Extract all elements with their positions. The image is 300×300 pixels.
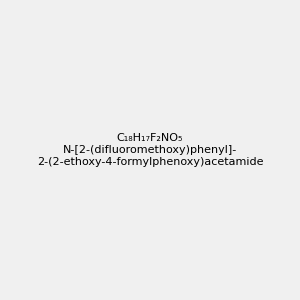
Text: C₁₈H₁₇F₂NO₅
N-[2-(difluoromethoxy)phenyl]-
2-(2-ethoxy-4-formylphenoxy)acetamide: C₁₈H₁₇F₂NO₅ N-[2-(difluoromethoxy)phenyl… — [37, 134, 263, 166]
